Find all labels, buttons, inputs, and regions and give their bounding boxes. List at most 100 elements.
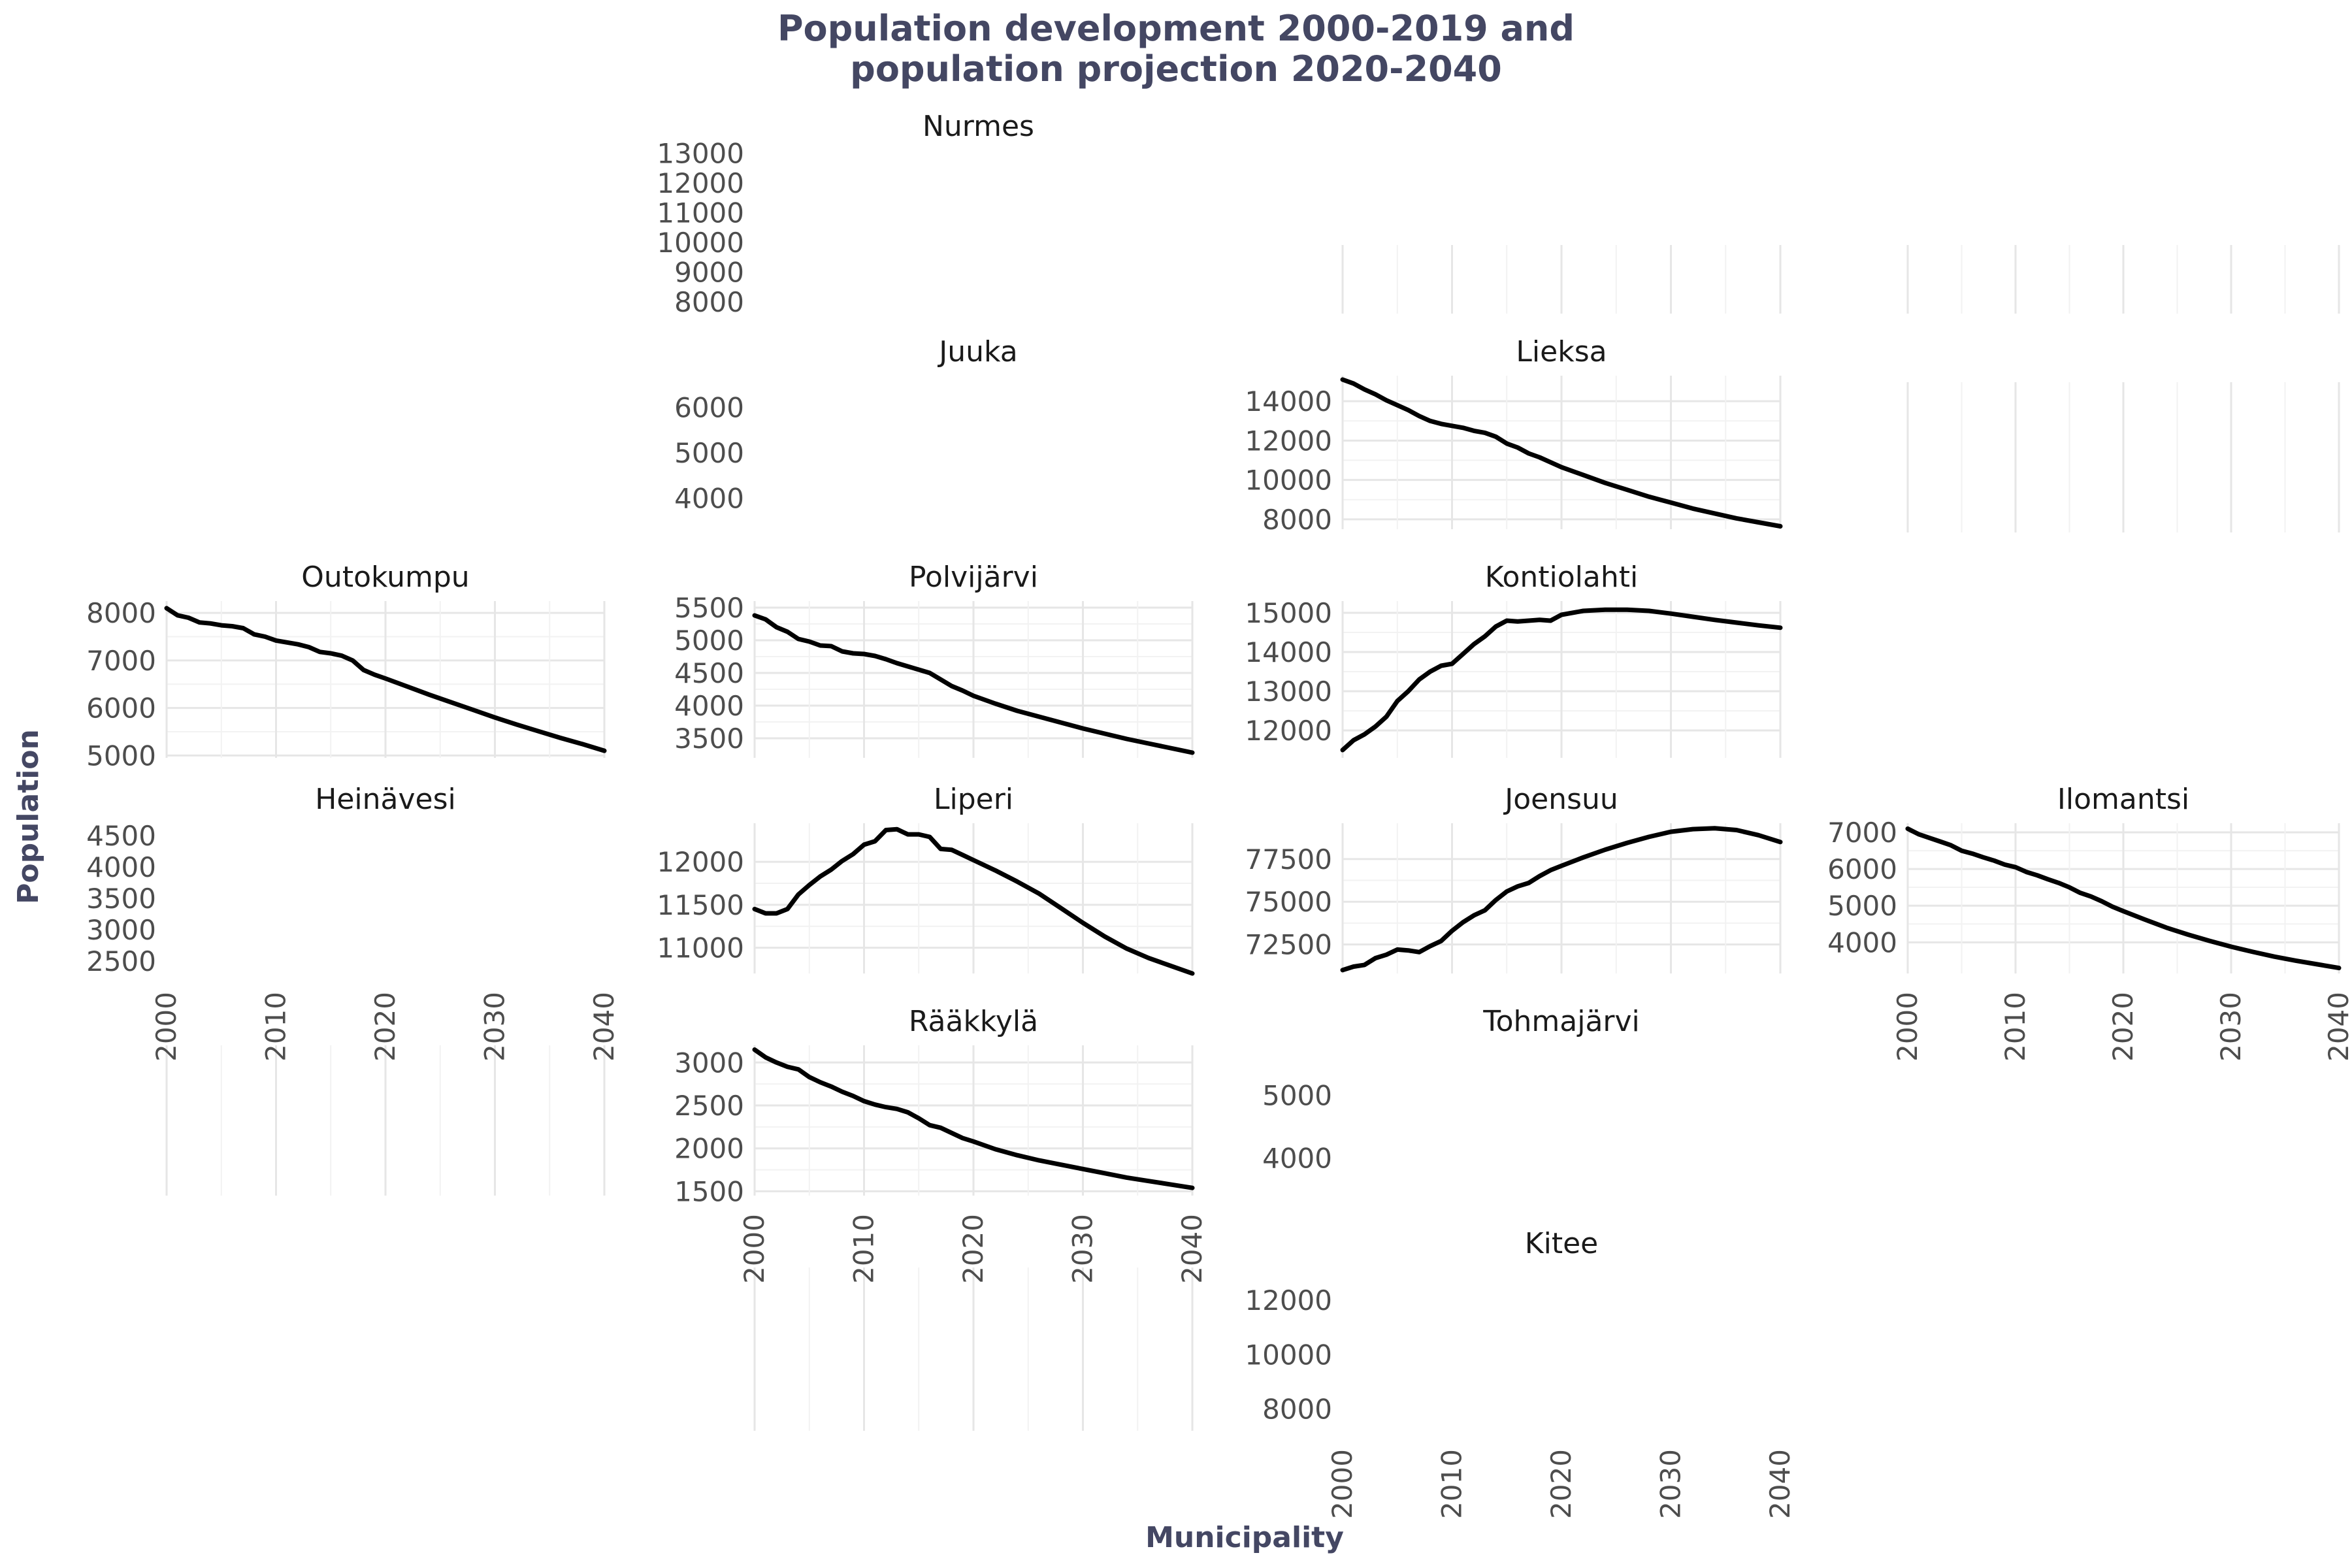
empty-grid-panel — [1906, 382, 2340, 532]
y-tick-label: 15000 — [1245, 597, 1332, 629]
x-tick-label: 2040 — [1176, 1214, 1208, 1284]
y-tick-label: 5000 — [1827, 890, 1897, 922]
y-tick-label: 5500 — [674, 592, 744, 624]
y-tick-label: 12000 — [1245, 715, 1332, 747]
y-tick-label: 12000 — [1245, 425, 1332, 457]
y-tick-label: 11500 — [657, 889, 744, 921]
x-tick-label: 2040 — [2323, 992, 2352, 1062]
facet-panel-raakkyla: Rääkkylä 1500 2000 2500 3000 2000 2010 2020 2030… — [674, 1005, 1208, 1284]
y-tick-label: 5000 — [674, 625, 744, 657]
x-tick-label: 2010 — [260, 992, 292, 1062]
series-line-ilomantsi — [1905, 826, 2342, 971]
y-tick-label: 3500 — [674, 723, 744, 755]
facet-panel-juuka: Juuka 4000 5000 6000 — [674, 335, 1018, 515]
facet-panel-outokumpu: Outokumpu 5000 6000 7000 8000 — [86, 561, 607, 772]
y-tick-label: 12000 — [657, 846, 744, 878]
y-tick-label: 4500 — [86, 820, 156, 852]
x-tick-label: 2000 — [738, 1214, 770, 1284]
facet-label-kontiolahti: Kontiolahti — [1485, 561, 1638, 594]
x-tick-label: 2000 — [1326, 1449, 1358, 1519]
series-line-outokumpu — [164, 606, 607, 753]
x-tick-label: 2000 — [1891, 992, 1923, 1062]
facet-label-tohmajarvi: Tohmajärvi — [1482, 1005, 1640, 1038]
x-tick-label: 2030 — [1067, 1214, 1099, 1284]
x-tick-label: 2030 — [1655, 1449, 1687, 1519]
y-tick-label: 12000 — [1245, 1284, 1332, 1316]
y-tick-label: 11000 — [657, 932, 744, 964]
facet-label-juuka: Juuka — [937, 335, 1017, 368]
empty-grid-panel — [753, 1267, 1194, 1431]
x-tick-label: 2000 — [150, 992, 182, 1062]
x-tick-label: 2030 — [2215, 992, 2247, 1062]
y-tick-label: 14000 — [1245, 385, 1332, 417]
y-tick-label: 3500 — [86, 883, 156, 915]
y-tick-label: 11000 — [657, 197, 744, 229]
series-line-kontiolahti — [1340, 607, 1783, 753]
facet-label-lieksa: Lieksa — [1516, 335, 1607, 368]
facet-label-outokumpu: Outokumpu — [301, 561, 469, 594]
y-tick-label: 2500 — [86, 945, 156, 977]
y-tick-label: 10000 — [1245, 465, 1332, 497]
x-tick-label: 2020 — [369, 992, 401, 1062]
y-tick-label: 12000 — [657, 167, 744, 199]
facet-panel-ilomantsi: Ilomantsi 4000 5000 6000 7000 2000 2010 2020 203… — [1827, 783, 2352, 1062]
series-line-polvijarvi — [752, 613, 1195, 755]
x-tick-label: 2030 — [479, 992, 511, 1062]
y-tick-label: 7000 — [1827, 817, 1897, 849]
y-tick-label: 13000 — [1245, 676, 1332, 708]
series-line-liperi — [752, 826, 1195, 976]
y-tick-label: 4000 — [1262, 1143, 1332, 1175]
empty-grid-panel — [1906, 245, 2340, 314]
y-tick-label: 6000 — [86, 693, 156, 725]
facet-panel-lieksa: Lieksa 8000 10000 12000 14000 — [1245, 335, 1783, 536]
facet-label-nurmes: Nurmes — [923, 110, 1034, 143]
facet-panel-kitee: Kitee 8000 10000 12000 2000 2010 2020 2030 2040 — [1245, 1227, 1796, 1519]
x-tick-label: 2020 — [957, 1214, 989, 1284]
y-tick-label: 75000 — [1245, 886, 1332, 918]
y-tick-label: 5000 — [1262, 1080, 1332, 1112]
y-tick-label: 8000 — [86, 597, 156, 629]
y-tick-label: 8000 — [1262, 1394, 1332, 1426]
facet-panel-tohmajarvi: Tohmajärvi 4000 5000 — [1262, 1005, 1640, 1175]
chart-title-line-2: population projection 2020-2040 — [850, 48, 1502, 90]
facet-label-raakkyla: Rääkkylä — [909, 1005, 1038, 1038]
facet-label-liperi: Liperi — [934, 783, 1013, 816]
y-tick-label: 8000 — [674, 286, 744, 318]
x-tick-label: 2040 — [588, 992, 620, 1062]
empty-grid-panel — [165, 1045, 606, 1196]
y-tick-label: 1500 — [674, 1175, 744, 1207]
y-tick-label: 4000 — [674, 690, 744, 722]
series-line-lieksa — [1340, 377, 1783, 529]
y-tick-label: 3000 — [86, 914, 156, 946]
x-tick-label: 2010 — [1436, 1449, 1468, 1519]
y-tick-label: 2000 — [674, 1133, 744, 1165]
y-tick-label: 5000 — [674, 437, 744, 469]
x-tick-label: 2010 — [1999, 992, 2031, 1062]
empty-grid-panel — [1341, 245, 1782, 314]
series-line-joensuu — [1340, 826, 1783, 973]
y-tick-label: 14000 — [1245, 636, 1332, 668]
y-tick-label: 4000 — [1827, 926, 1897, 958]
x-tick-label: 2040 — [1764, 1449, 1796, 1519]
y-tick-label: 2500 — [674, 1090, 744, 1122]
x-tick-label: 2020 — [1545, 1449, 1577, 1519]
chart-title-line-1: Population development 2000-2019 and — [777, 8, 1575, 49]
x-tick-label: 2020 — [2107, 992, 2139, 1062]
y-tick-label: 4500 — [674, 657, 744, 689]
y-tick-label: 6000 — [1827, 853, 1897, 885]
facet-label-joensuu: Joensuu — [1503, 783, 1618, 816]
facet-panel-joensuu: Joensuu 72500 75000 77500 — [1245, 783, 1783, 973]
y-tick-label: 13000 — [657, 138, 744, 170]
y-tick-label: 4000 — [86, 851, 156, 883]
y-axis-title: Population — [12, 729, 45, 904]
facet-label-ilomantsi: Ilomantsi — [2057, 783, 2189, 816]
facet-label-kitee: Kitee — [1525, 1227, 1598, 1260]
y-tick-label: 10000 — [1245, 1339, 1332, 1371]
x-tick-label: 2010 — [848, 1214, 880, 1284]
facet-panel-liperi: Liperi 11000 11500 12000 — [657, 783, 1195, 976]
facet-label-polvijarvi: Polvijärvi — [909, 561, 1038, 594]
